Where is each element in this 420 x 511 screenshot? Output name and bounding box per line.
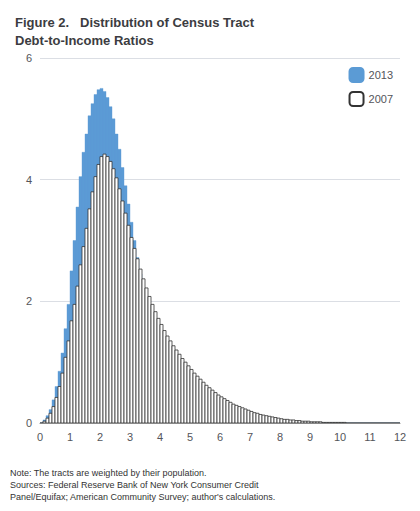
svg-text:9: 9 <box>307 431 313 443</box>
svg-text:2: 2 <box>26 295 32 307</box>
svg-text:4: 4 <box>157 431 163 443</box>
svg-text:Note: The tracts are weighted: Note: The tracts are weighted by their p… <box>10 468 206 478</box>
svg-text:6: 6 <box>26 52 32 64</box>
svg-text:Sources: Federal Reserve Bank: Sources: Federal Reserve Bank of New Yor… <box>10 480 259 490</box>
svg-text:8: 8 <box>277 431 283 443</box>
svg-text:1: 1 <box>67 431 73 443</box>
svg-text:Figure 2. Distribution of Ce: Figure 2. Distribution of Census Tract <box>15 15 255 30</box>
svg-text:11: 11 <box>364 431 375 443</box>
svg-text:0: 0 <box>37 431 43 443</box>
svg-text:10: 10 <box>334 431 346 443</box>
svg-text:4: 4 <box>26 174 32 186</box>
svg-text:Panel/Equifax; American Commun: Panel/Equifax; American Community Survey… <box>10 492 275 502</box>
svg-text:2: 2 <box>97 431 103 443</box>
svg-text:0: 0 <box>26 417 32 429</box>
svg-text:Debt-to-Income Ratios: Debt-to-Income Ratios <box>15 33 154 48</box>
svg-text:3: 3 <box>127 431 133 443</box>
svg-text:5: 5 <box>187 431 193 443</box>
svg-text:2013: 2013 <box>369 69 393 81</box>
svg-text:2007: 2007 <box>369 93 393 105</box>
svg-text:7: 7 <box>247 431 253 443</box>
svg-text:12: 12 <box>394 431 406 443</box>
svg-text:6: 6 <box>217 431 223 443</box>
